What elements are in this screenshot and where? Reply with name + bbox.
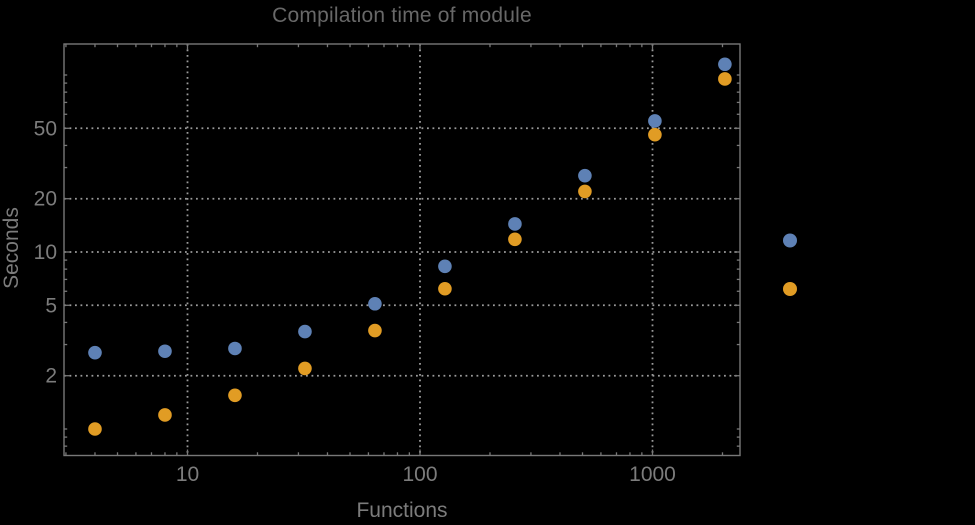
data-point-series-1-blue [508,217,522,231]
plot-frame [63,43,741,457]
data-point-series-1-blue [648,114,662,128]
y-tick-label: 50 [34,117,57,140]
x-axis-label: Functions [356,499,448,522]
data-point-series-2-orange [438,281,452,296]
data-point-series-1-blue [718,57,732,72]
data-point-series-2-orange [648,127,662,142]
data-point-series-1-blue [228,341,242,356]
x-tick-label: 10 [176,463,199,486]
x-tick-label: 1000 [629,463,676,486]
data-point-series-2-orange [578,184,592,199]
data-point-series-2-orange [228,388,242,403]
y-tick-label: 5 [45,294,57,317]
legend-marker-orange [783,282,797,296]
legend-marker-blue [783,233,797,248]
y-tick-label: 2 [45,365,57,388]
y-tick-label: 10 [34,241,57,264]
data-point-series-1-blue [88,345,102,360]
data-point-series-2-orange [298,361,312,376]
y-tick-label: 20 [34,188,57,211]
x-tick-label: 100 [402,463,437,486]
data-point-series-2-orange [368,323,382,338]
data-point-series-2-orange [508,232,522,247]
chart-title: Compilation time of module [272,4,532,27]
data-point-series-2-orange [718,72,732,86]
data-point-series-1-blue [368,296,382,311]
data-point-series-2-orange [88,422,102,436]
data-point-series-1-blue [298,324,312,339]
data-point-series-1-blue [158,344,172,359]
data-point-series-1-blue [578,168,592,183]
data-point-series-1-blue [438,259,452,274]
data-point-series-2-orange [158,408,172,422]
